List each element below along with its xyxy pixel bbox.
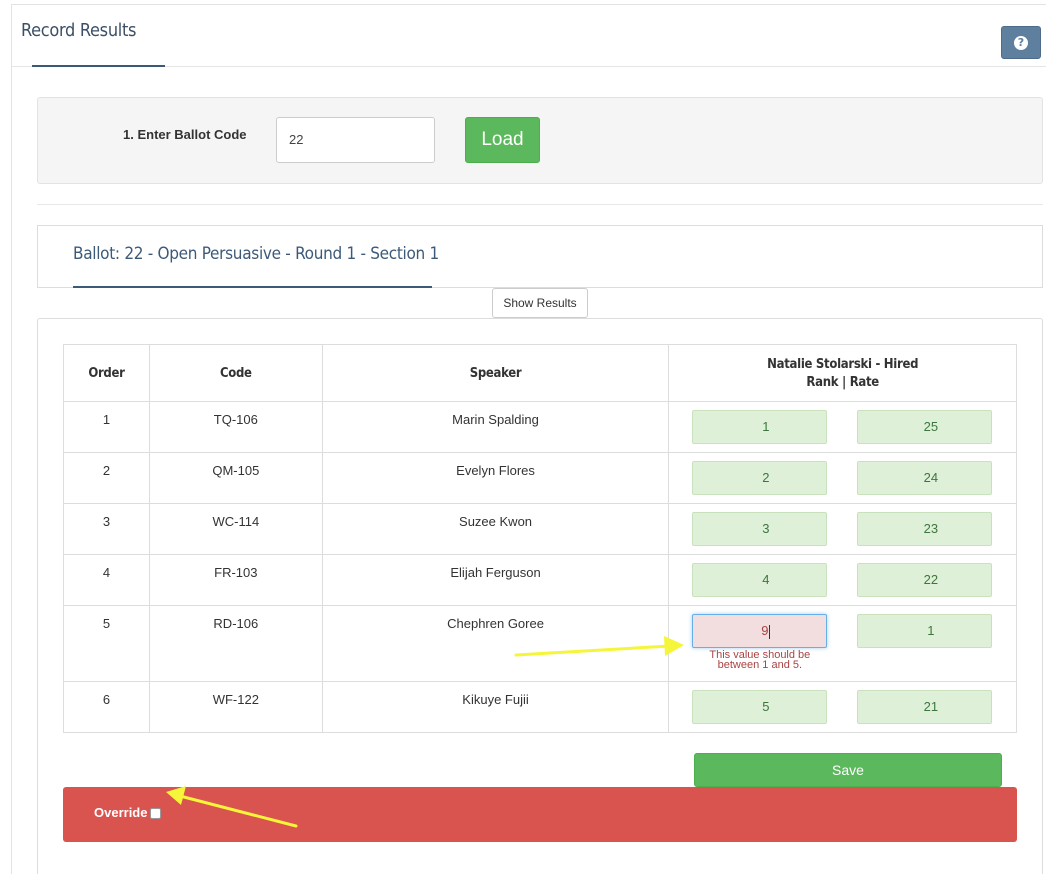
rank-input[interactable]: 5: [692, 690, 828, 724]
ballot-title: Ballot: 22 - Open Persuasive - Round 1 -…: [73, 244, 439, 264]
judge-score-cell: 4 22: [668, 554, 1017, 606]
code-cell: QM-105: [148, 452, 323, 504]
code-cell: RD-106: [148, 605, 323, 682]
results-table: Order Code Speaker Natalie Stolarski - H…: [63, 344, 1017, 733]
order-cell: 2: [63, 452, 150, 504]
divider: [37, 204, 1043, 205]
ballot-code-label: 1. Enter Ballot Code: [123, 127, 247, 142]
rank-input[interactable]: 4: [692, 563, 828, 597]
table-row: 6 WF-122 Kikuye Fujii 5 21: [63, 681, 1017, 733]
order-cell: 1: [63, 401, 150, 453]
col-code-header: Code: [148, 344, 323, 402]
table-row: 4 FR-103 Elijah Ferguson 4 22: [63, 554, 1017, 606]
page-title: Record Results: [21, 20, 137, 41]
ballot-code-well: [37, 97, 1043, 184]
ballot-code-input[interactable]: 22: [276, 117, 435, 163]
order-cell: 6: [63, 681, 150, 733]
rate-input[interactable]: 21: [857, 690, 993, 724]
table-header-row: Order Code Speaker Natalie Stolarski - H…: [63, 344, 1017, 402]
rank-input[interactable]: 2: [692, 461, 828, 495]
judge-score-cell: 1 25: [668, 401, 1017, 453]
load-button[interactable]: Load: [465, 117, 540, 163]
speaker-cell: Marin Spalding: [321, 401, 670, 453]
rate-input[interactable]: 22: [857, 563, 993, 597]
ballot-header-rule: [37, 287, 1043, 288]
panel-header: [11, 4, 1046, 67]
rate-input[interactable]: 25: [857, 410, 993, 444]
order-cell: 5: [63, 605, 150, 682]
speaker-cell: Evelyn Flores: [321, 452, 670, 504]
help-button[interactable]: ?: [1001, 26, 1041, 59]
save-button[interactable]: Save: [694, 753, 1002, 787]
judge-score-cell: 9 1 This value should be between 1 and 5…: [668, 605, 1017, 682]
judge-subheader: Rank | Rate: [806, 374, 879, 390]
ballot-header-box: [37, 225, 1043, 288]
rank-input[interactable]: 1: [692, 410, 828, 444]
judge-score-cell: 5 21: [668, 681, 1017, 733]
show-results-button[interactable]: Show Results: [492, 288, 588, 318]
judge-score-cell: 2 24: [668, 452, 1017, 504]
speaker-cell: Elijah Ferguson: [321, 554, 670, 606]
rank-input[interactable]: 3: [692, 512, 828, 546]
table-row-error: 5 RD-106 Chephren Goree 9 1 This value s…: [63, 605, 1017, 682]
col-speaker-header: Speaker: [321, 344, 670, 402]
rate-input[interactable]: 24: [857, 461, 993, 495]
title-underline: [32, 65, 165, 67]
table-row: 2 QM-105 Evelyn Flores 2 24: [63, 452, 1017, 504]
override-label: Override: [94, 805, 148, 820]
override-checkbox[interactable]: [150, 808, 161, 819]
table-row: 1 TQ-106 Marin Spalding 1 25: [63, 401, 1017, 453]
question-circle-icon: ?: [1014, 35, 1028, 50]
judge-score-cell: 3 23: [668, 503, 1017, 555]
code-cell: WF-122: [148, 681, 323, 733]
rate-input[interactable]: 1: [857, 614, 993, 648]
col-judge-header: Natalie Stolarski - Hired Rank | Rate: [668, 344, 1017, 402]
speaker-cell: Kikuye Fujii: [321, 681, 670, 733]
order-cell: 4: [63, 554, 150, 606]
code-cell: TQ-106: [148, 401, 323, 453]
speaker-cell: Chephren Goree: [321, 605, 670, 682]
code-cell: FR-103: [148, 554, 323, 606]
table-row: 3 WC-114 Suzee Kwon 3 23: [63, 503, 1017, 555]
rate-input[interactable]: 23: [857, 512, 993, 546]
text-caret: [769, 624, 771, 639]
validation-error-message: This value should be between 1 and 5.: [709, 649, 811, 671]
judge-name: Natalie Stolarski - Hired: [767, 356, 919, 372]
speaker-cell: Suzee Kwon: [321, 503, 670, 555]
override-alert-bar: [63, 787, 1017, 842]
ballot-title-underline: [73, 286, 432, 288]
rank-input-value: 9: [761, 623, 769, 638]
rank-input-invalid[interactable]: 9: [692, 614, 828, 648]
code-cell: WC-114: [148, 503, 323, 555]
order-cell: 3: [63, 503, 150, 555]
col-order-header: Order: [63, 344, 150, 402]
